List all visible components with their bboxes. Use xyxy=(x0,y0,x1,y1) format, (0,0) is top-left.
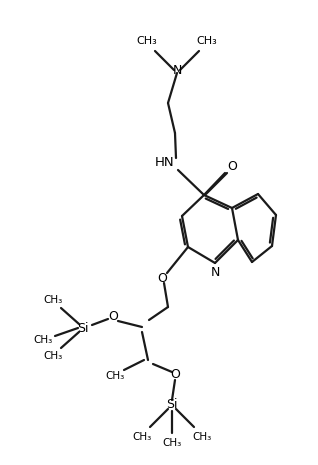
Text: N: N xyxy=(210,266,220,279)
Text: CH₃: CH₃ xyxy=(162,438,182,448)
Text: O: O xyxy=(227,160,237,173)
Text: CH₃: CH₃ xyxy=(43,295,63,305)
Text: O: O xyxy=(157,272,167,286)
Text: HN: HN xyxy=(155,157,175,170)
Text: O: O xyxy=(170,368,180,381)
Text: CH₃: CH₃ xyxy=(197,36,218,46)
Text: CH₃: CH₃ xyxy=(132,432,152,442)
Text: CH₃: CH₃ xyxy=(105,371,125,381)
Text: Si: Si xyxy=(166,399,178,412)
Text: CH₃: CH₃ xyxy=(33,335,52,345)
Text: CH₃: CH₃ xyxy=(137,36,157,46)
Text: Si: Si xyxy=(77,321,89,334)
Text: N: N xyxy=(172,65,182,78)
Text: O: O xyxy=(108,311,118,324)
Text: CH₃: CH₃ xyxy=(192,432,211,442)
Text: CH₃: CH₃ xyxy=(43,351,63,361)
